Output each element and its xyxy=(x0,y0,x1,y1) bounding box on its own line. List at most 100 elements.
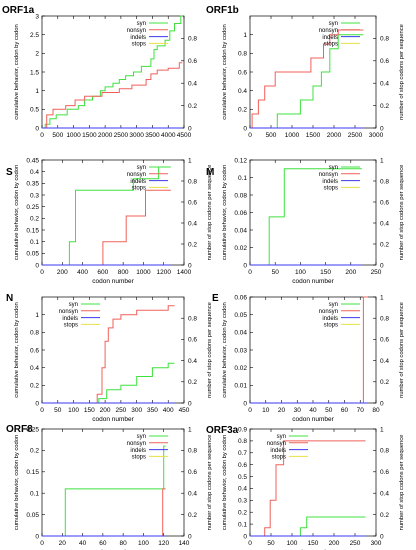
series-line-syn xyxy=(42,362,175,404)
y2-tick-label: 0.6 xyxy=(188,469,197,476)
y-tick-label: 0.08 xyxy=(234,192,247,199)
y2-tick-label: 0 xyxy=(380,400,384,407)
x-tick-label: 140 xyxy=(179,540,190,547)
x-tick-label: 1500 xyxy=(82,132,97,139)
y2-tick-label: 0.2 xyxy=(188,512,197,519)
legend-label-syn: syn xyxy=(137,21,146,27)
series-line-nonsyn xyxy=(42,62,183,129)
x-tick-label: 0 xyxy=(40,407,44,414)
y-tick-label: 2.5 xyxy=(30,32,39,39)
legend-label-nonsyn: nonsyn xyxy=(319,172,338,178)
legend-label-indels: indels xyxy=(130,448,146,454)
y2-tick-label: 1 xyxy=(380,426,384,433)
y2-tick-label: 0.8 xyxy=(188,36,197,43)
y-axis-label: cumulative behavior, codon by codon xyxy=(14,24,20,119)
y-axis-label: cumulative behavior, codon by codon xyxy=(14,165,20,260)
y-tick-label: 0.35 xyxy=(26,181,39,188)
x-tick-label: 250 xyxy=(115,407,126,414)
y-tick-label: 0.05 xyxy=(234,312,247,319)
y-axis-label: cumulative behavior, codon by codon xyxy=(222,302,228,397)
y-axis-label: cumulative behavior, codon by codon xyxy=(14,435,20,530)
plot-frame xyxy=(249,296,377,404)
y-tick-label: 0 xyxy=(35,400,39,407)
y-tick-label: 0.25 xyxy=(26,204,39,211)
legend-label-syn: syn xyxy=(137,434,146,440)
y2-tick-label: 0.2 xyxy=(188,379,197,386)
legend-label-syn: syn xyxy=(137,165,146,171)
series-line-nonsyn xyxy=(42,488,166,537)
series-line-nonsyn xyxy=(250,29,364,129)
legend-label-stops: stops xyxy=(132,455,146,461)
y2-tick-label: 0.6 xyxy=(380,58,389,65)
y-tick-label: 0 xyxy=(243,533,247,540)
y-tick-label: 0.6 xyxy=(238,462,247,469)
x-tick-label: 200 xyxy=(100,407,111,414)
x-axis-label: codon number xyxy=(292,278,334,285)
series-line-nonsyn xyxy=(42,189,171,266)
plot-frame xyxy=(249,15,377,129)
legend-label-indels: indels xyxy=(322,179,338,185)
x-tick-label: 1000 xyxy=(66,132,81,139)
y2-tick-label: 1 xyxy=(380,294,384,301)
legend-label-stops: stops xyxy=(64,323,78,329)
chart-orf1a: ORF1a 0 500 1000 1500 2000 2500 3000 3500 4000 450… xyxy=(2,5,197,139)
y2-axis-label: number of stop codons per sequence xyxy=(399,165,405,261)
y2-tick-label: 0.8 xyxy=(188,448,197,455)
x-tick-label: 150 xyxy=(84,407,95,414)
x-tick-label: 50 xyxy=(54,407,62,414)
x-tick-label: 0 xyxy=(248,407,252,414)
chart-e: E0 10 20 30 40 50 60 70 8000.010.020.030.040.050… xyxy=(212,293,405,423)
legend-label-syn: syn xyxy=(277,434,286,440)
x-tick-label: 800 xyxy=(118,269,129,276)
x-tick-label: 300 xyxy=(371,540,382,547)
x-tick-label: 1000 xyxy=(285,132,300,139)
y-tick-label: 0.2 xyxy=(30,448,39,455)
series-line-nonsyn xyxy=(250,296,369,404)
y2-tick-label: 0 xyxy=(380,262,384,269)
legend-label-stops: stops xyxy=(132,186,146,192)
y-axis-label: cumulative behavior, codon by codon xyxy=(222,435,228,530)
x-tick-label: 20 xyxy=(59,540,67,547)
y-tick-label: 0.15 xyxy=(26,469,39,476)
y2-tick-label: 0.6 xyxy=(380,199,389,206)
y2-tick-label: 0 xyxy=(188,533,192,540)
y-tick-label: 0 xyxy=(243,262,247,269)
x-axis-label: codon number xyxy=(92,416,134,423)
y-tick-label: 0.1 xyxy=(238,175,247,182)
chart-title: N xyxy=(6,293,13,304)
y2-axis-label: number of stop codons per sequence xyxy=(399,302,405,398)
plot-frame xyxy=(41,159,185,266)
x-tick-label: 120 xyxy=(158,540,169,547)
x-tick-label: 30 xyxy=(294,407,302,414)
x-tick-label: 200 xyxy=(345,269,356,276)
y-tick-label: 0.8 xyxy=(30,330,39,337)
x-tick-label: 100 xyxy=(68,407,79,414)
y-tick-label: 0.4 xyxy=(238,486,247,493)
plot-frame xyxy=(41,15,185,129)
legend-label-stops: stops xyxy=(324,42,338,48)
x-tick-label: 2000 xyxy=(327,132,342,139)
y-tick-label: 0.2 xyxy=(30,216,39,223)
x-tick-label: 3000 xyxy=(369,132,384,139)
x-tick-label: 1200 xyxy=(156,269,171,276)
y2-tick-label: 0.4 xyxy=(188,220,197,227)
x-tick-label: 3500 xyxy=(145,132,160,139)
y-tick-label: 0.4 xyxy=(30,169,39,176)
chart-n: N0 50 100 150 200 250 300 350 400 45000.20.40.60.… xyxy=(6,293,213,423)
y-axis-label: cumulative behavior, codon by codon xyxy=(222,165,228,260)
y2-tick-label: 0 xyxy=(380,125,384,132)
x-tick-label: 1500 xyxy=(306,132,321,139)
y2-tick-label: 1 xyxy=(380,157,384,164)
y2-tick-label: 0.6 xyxy=(188,337,197,344)
y2-axis-label: number of stop codons per sequence xyxy=(207,435,213,531)
y2-tick-label: 0.8 xyxy=(380,316,389,323)
y2-tick-label: 0.4 xyxy=(380,358,389,365)
y-tick-label: 0.6 xyxy=(30,347,39,354)
y-tick-label: 0.02 xyxy=(234,245,247,252)
y-tick-label: 0 xyxy=(35,125,39,132)
x-tick-label: 350 xyxy=(147,407,158,414)
x-tick-label: 50 xyxy=(325,407,333,414)
y-tick-label: 0.2 xyxy=(30,383,39,390)
